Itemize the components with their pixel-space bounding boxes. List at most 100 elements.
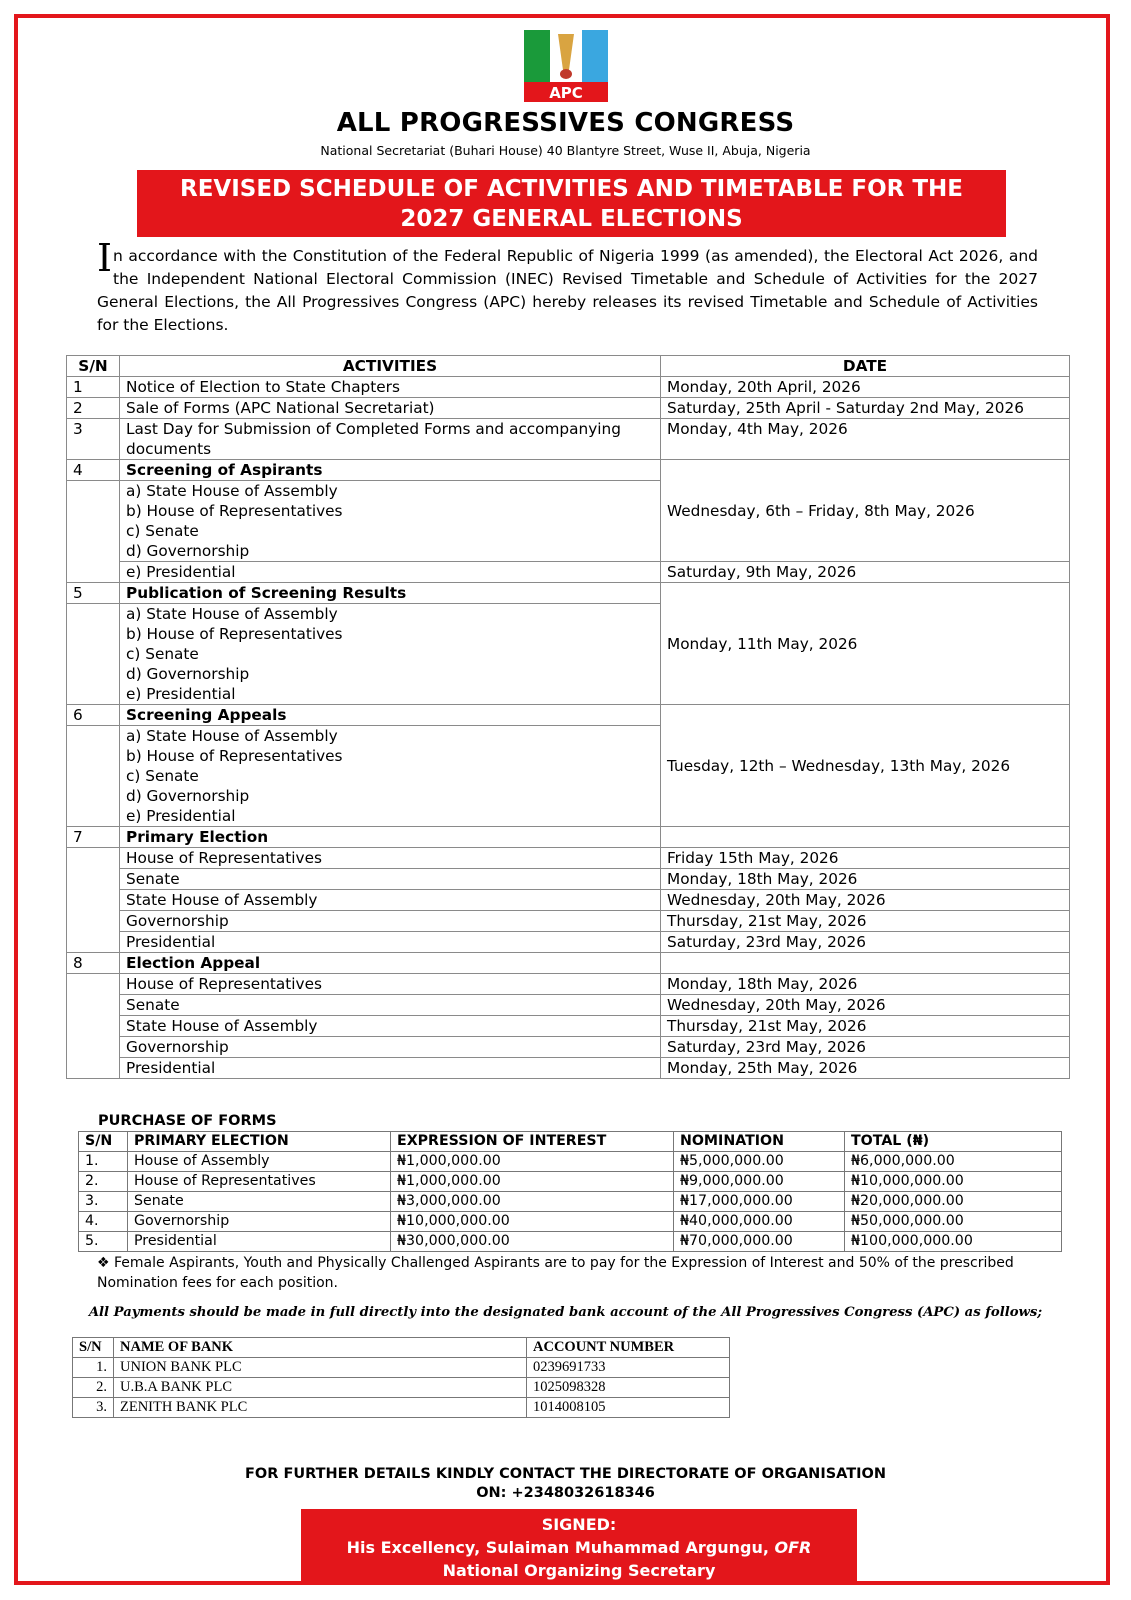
table-row: d) Governorship <box>67 664 1070 684</box>
activity-subitem: House of Representatives <box>119 847 661 869</box>
activity-subitem: Senate <box>119 994 661 1016</box>
bank-name-cell: ZENITH BANK PLC <box>113 1397 527 1418</box>
header-account-number: ACCOUNT NUMBER <box>526 1337 730 1358</box>
sn-cell: 1 <box>66 376 120 398</box>
position-cell: Senate <box>127 1191 391 1212</box>
date-cell: Monday, 20th April, 2026 <box>660 376 1070 398</box>
date-cell-empty <box>660 952 1070 974</box>
sn-cell: 4 <box>66 459 120 481</box>
date-cell: Thursday, 21st May, 2026 <box>660 910 1070 932</box>
table-row: c) Senate <box>67 521 1070 541</box>
table-row: a) State House of Assembly <box>66 603 1070 705</box>
activity-subitem: Governorship <box>119 1036 661 1058</box>
contact-info: FOR FURTHER DETAILS KINDLY CONTACT THE D… <box>0 1465 1131 1503</box>
total-cell: ₦20,000,000.00 <box>844 1191 1062 1212</box>
red-border-frame <box>14 14 1110 1585</box>
expression-of-interest-cell: ₦1,000,000.00 <box>390 1171 674 1192</box>
date-cell: Monday, 25th May, 2026 <box>660 1057 1070 1079</box>
header-primary-election: PRIMARY ELECTION <box>127 1131 391 1152</box>
activity-subitem: a) State House of Assembly <box>119 480 661 501</box>
table-row: c) Senate <box>67 644 1070 664</box>
table-row: 1. UNION BANK PLC 0239691733 <box>72 1357 730 1378</box>
header-sn: S/N <box>72 1337 114 1358</box>
activity-cell: Sale of Forms (APC National Secretariat) <box>119 397 661 419</box>
activity-title: Publication of Screening Results <box>119 582 661 604</box>
activity-subitem: e) Presidential <box>119 806 661 827</box>
table-row: b) House of Representatives <box>67 501 1070 521</box>
signatory-name-text: His Excellency, Sulaiman Muhammad Argung… <box>346 1538 775 1557</box>
title-line-2: 2027 GENERAL ELECTIONS <box>400 206 743 232</box>
activity-subitem: b) House of Representatives <box>119 624 661 644</box>
activity-subitem: Governorship <box>119 910 661 932</box>
sn-cell: 5. <box>78 1231 128 1252</box>
date-cell: Saturday, 9th May, 2026 <box>660 561 1070 583</box>
table-row: Senate Wednesday, 20th May, 2026 <box>67 994 1070 1016</box>
date-cell: Tuesday, 12th – Wednesday, 13th May, 202… <box>660 704 1070 827</box>
date-cell: Wednesday, 6th – Friday, 8th May, 2026 <box>660 459 1070 562</box>
activity-subitem: b) House of Representatives <box>119 501 661 521</box>
sn-empty-cell <box>66 847 120 953</box>
nomination-cell: ₦9,000,000.00 <box>673 1171 845 1192</box>
sn-cell: 5 <box>66 582 120 604</box>
sn-empty-cell <box>66 973 120 1079</box>
header-bank-name: NAME OF BANK <box>113 1337 527 1358</box>
bank-name-cell: UNION BANK PLC <box>113 1357 527 1378</box>
forms-header-row: S/N PRIMARY ELECTION EXPRESSION OF INTER… <box>78 1131 1062 1152</box>
expression-of-interest-cell: ₦10,000,000.00 <box>390 1211 674 1232</box>
date-cell: Wednesday, 20th May, 2026 <box>660 889 1070 911</box>
sn-cell: 3. <box>78 1191 128 1212</box>
header-sn: S/N <box>66 355 120 377</box>
bank-accounts-table: S/N NAME OF BANK ACCOUNT NUMBER 1. UNION … <box>72 1337 730 1418</box>
title-line-1: REVISED SCHEDULE OF ACTIVITIES AND TIMET… <box>179 176 964 202</box>
date-cell: Monday, 18th May, 2026 <box>660 868 1070 890</box>
table-row: 4. Governorship ₦10,000,000.00 ₦40,000,000.… <box>78 1211 1062 1232</box>
table-row: 5. Presidential ₦30,000,000.00 ₦70,000,000.… <box>78 1231 1062 1252</box>
total-cell: ₦50,000,000.00 <box>844 1211 1062 1232</box>
svg-text:APC: APC <box>549 84 583 102</box>
nomination-cell: ₦17,000,000.00 <box>673 1191 845 1212</box>
table-row: 4 Screening of Aspirants Wednesday, 6th – … <box>66 459 1070 562</box>
table-row: e) Presidential Saturday, 9th May, 2026 <box>67 561 1070 583</box>
schedule-table: S/N ACTIVITIES DATE 1 Notice of Election … <box>66 355 1070 1079</box>
date-cell: Thursday, 21st May, 2026 <box>660 1015 1070 1037</box>
table-row: Presidential Monday, 25th May, 2026 <box>67 1057 1070 1079</box>
header-nomination: NOMINATION <box>673 1131 845 1152</box>
total-cell: ₦10,000,000.00 <box>844 1171 1062 1192</box>
date-cell: Wednesday, 20th May, 2026 <box>660 994 1070 1016</box>
forms-fee-table: S/N PRIMARY ELECTION EXPRESSION OF INTER… <box>78 1131 1062 1252</box>
activity-subitem: d) Governorship <box>119 786 661 806</box>
contact-line: FOR FURTHER DETAILS KINDLY CONTACT THE D… <box>245 1466 886 1482</box>
table-row: 3. ZENITH BANK PLC 1014008105 <box>72 1397 730 1418</box>
organization-address: National Secretariat (Buhari House) 40 B… <box>320 143 811 158</box>
date-cell: Friday 15th May, 2026 <box>660 847 1070 869</box>
sn-cell: 2. <box>72 1377 114 1398</box>
activity-title: Primary Election <box>119 826 661 848</box>
activity-subitem: Senate <box>119 868 661 890</box>
table-row: 2. House of Representatives ₦1,000,000.00 ₦… <box>78 1171 1062 1192</box>
sn-cell: 8 <box>66 952 120 974</box>
table-row: 1 Notice of Election to State Chapters Mon… <box>66 376 1070 398</box>
nomination-cell: ₦70,000,000.00 <box>673 1231 845 1252</box>
sn-cell: 4. <box>78 1211 128 1232</box>
activity-title: Screening of Aspirants <box>119 459 661 481</box>
signature-block: SIGNED: His Excellency, Sulaiman Muhamma… <box>301 1509 857 1583</box>
position-cell: House of Assembly <box>127 1151 391 1172</box>
concession-note: ❖ Female Aspirants, Youth and Physically… <box>97 1255 1014 1291</box>
table-row: 3. Senate ₦3,000,000.00 ₦17,000,000.00 ₦20,0… <box>78 1191 1062 1212</box>
activity-subitem: d) Governorship <box>119 664 661 684</box>
contact-phone: ON: +2348032618346 <box>476 1485 655 1501</box>
payment-instruction: All Payments should be made in full dire… <box>88 1305 1043 1320</box>
activity-subitem: State House of Assembly <box>119 889 661 911</box>
header-sn: S/N <box>78 1131 128 1152</box>
activity-title: Election Appeal <box>119 952 661 974</box>
header-expression-of-interest: EXPRESSION OF INTEREST <box>390 1131 674 1152</box>
signatory-honor: OFR <box>774 1538 812 1557</box>
activity-title: Screening Appeals <box>119 704 661 726</box>
sn-cell: 1. <box>72 1357 114 1378</box>
activity-subitem: a) State House of Assembly <box>119 603 661 624</box>
sn-cell: 7 <box>66 826 120 848</box>
activity-subitem: Presidential <box>119 1057 661 1079</box>
table-row: c) Senate <box>67 766 1070 786</box>
date-cell: Saturday, 23rd May, 2026 <box>660 931 1070 953</box>
